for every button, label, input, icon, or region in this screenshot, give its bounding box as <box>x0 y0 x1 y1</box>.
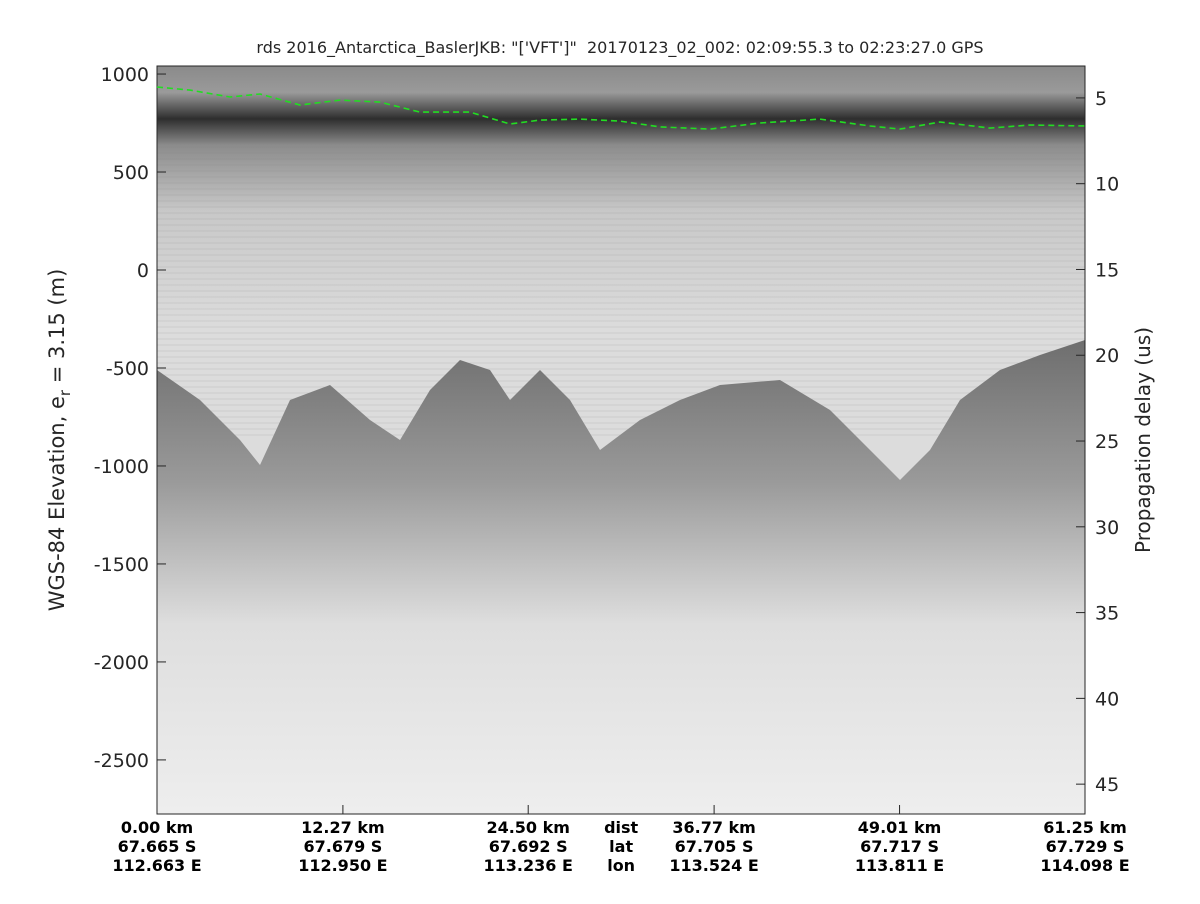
echogram-image <box>157 66 1085 814</box>
y-label-sub: r <box>56 389 74 396</box>
y2-tick-label: 35 <box>1095 603 1119 625</box>
y-tick-label: -2000 <box>94 652 149 674</box>
y2-axis-label: Propagation delay (us) <box>1131 327 1155 553</box>
y-tick-label: -500 <box>106 358 149 380</box>
y-tick-label: 1000 <box>101 64 149 86</box>
y-tick-label: -1500 <box>94 554 149 576</box>
y-tick-label: -2500 <box>94 750 149 772</box>
lat-label: 67.679 S <box>303 837 382 856</box>
y-label-end: = 3.15 (m) <box>45 269 69 390</box>
lon-label: 112.663 E <box>112 856 201 875</box>
plot-frame <box>156 65 1086 815</box>
y-tick-label: 0 <box>137 260 149 282</box>
lon-label: 114.098 E <box>1040 856 1129 875</box>
lon-label: 113.236 E <box>484 856 573 875</box>
y2-tick-label: 40 <box>1095 688 1119 710</box>
y2-tick-label: 10 <box>1095 174 1119 196</box>
y2-tick-label: 5 <box>1095 88 1107 110</box>
y2-tick-label: 25 <box>1095 431 1119 453</box>
x-tick-label: 12.27 km <box>301 818 385 837</box>
y2-tick-label: 30 <box>1095 517 1119 539</box>
lon-label: 113.811 E <box>855 856 944 875</box>
y2-tick-label: 20 <box>1095 345 1119 367</box>
lon-label: 113.524 E <box>669 856 758 875</box>
lat-label: 67.705 S <box>675 837 754 856</box>
surface-line <box>156 86 1086 130</box>
lat-label: 67.717 S <box>860 837 939 856</box>
y-tick-label: 500 <box>113 162 149 184</box>
lat-label: 67.692 S <box>489 837 568 856</box>
lat-label: 67.665 S <box>118 837 197 856</box>
x-tick-label: 0.00 km <box>121 818 193 837</box>
row-name: lat <box>609 837 633 856</box>
y2-tick-label: 15 <box>1095 259 1119 281</box>
y-tick-label: -1000 <box>94 456 149 478</box>
chart-title: rds 2016_Antarctica_BaslerJKB: "['VFT']"… <box>256 38 983 58</box>
x-tick-label: 61.25 km <box>1043 818 1127 837</box>
x-tick-label: 36.77 km <box>672 818 756 837</box>
y2-tick-label: 45 <box>1095 774 1119 796</box>
x-tick-label: 24.50 km <box>486 818 570 837</box>
y-label: WGS-84 Elevation, e <box>45 396 69 611</box>
y-axis-label: WGS-84 Elevation, er = 3.15 (m) <box>45 269 74 612</box>
x-tick-label: 49.01 km <box>858 818 942 837</box>
row-name: lon <box>607 856 635 875</box>
lat-label: 67.729 S <box>1046 837 1125 856</box>
row-name: dist <box>604 818 638 837</box>
lon-label: 112.950 E <box>298 856 387 875</box>
